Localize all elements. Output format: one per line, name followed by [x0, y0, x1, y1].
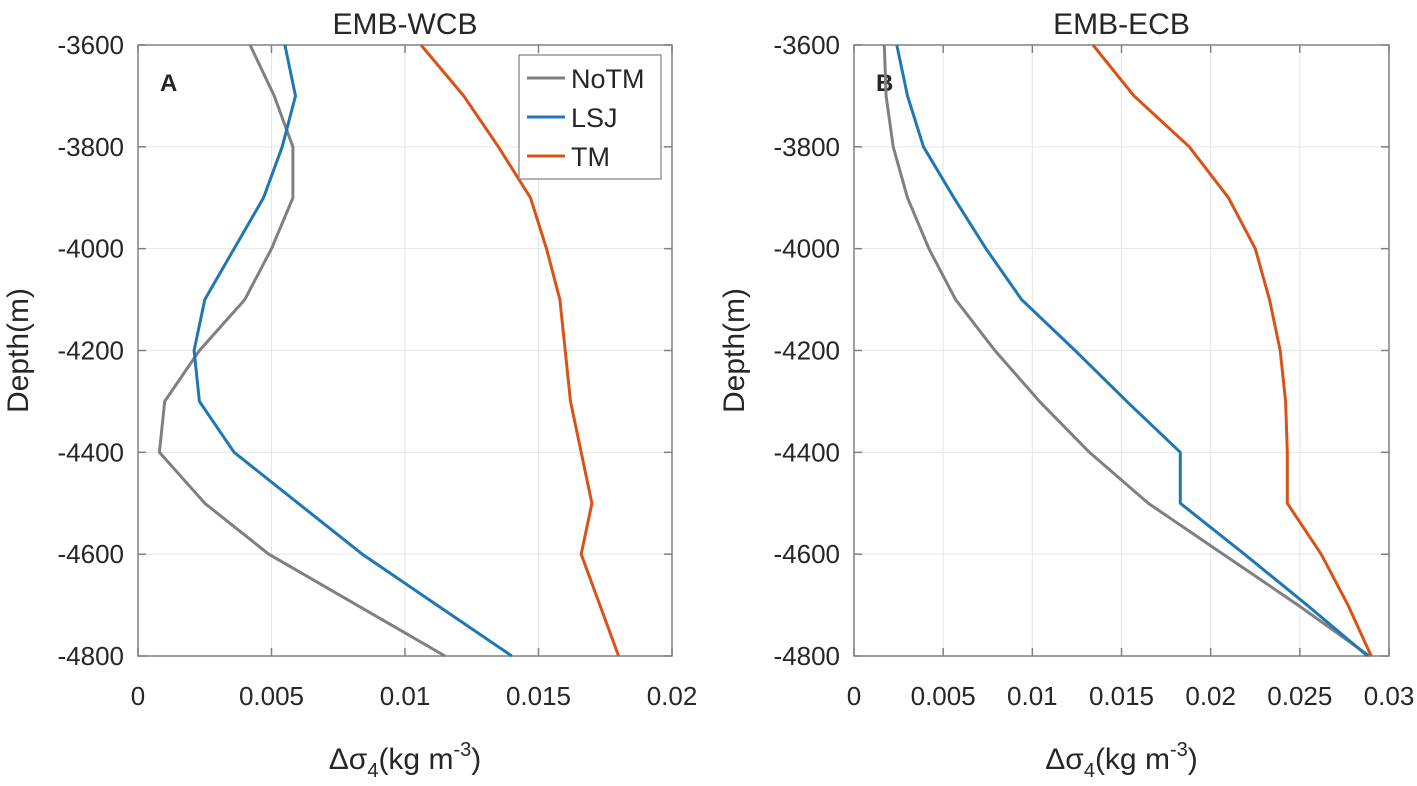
series-line-notm [882, 44, 1371, 658]
series-line-lsj [192, 44, 513, 658]
y-tick-label: -4000 [774, 234, 841, 264]
x-label-close: ) [1188, 743, 1198, 776]
x-tick-label: 0.005 [911, 681, 976, 711]
y-tick-label: -4000 [58, 234, 125, 264]
y-tick-label: -4800 [58, 641, 125, 671]
panel-a: 0 0.005 0.01 0.015 0.02 -3600 -3800 -4000 -4200 -… [2, 8, 697, 782]
x-axis-label: Δσ4(kg m-3) [329, 739, 481, 782]
x-label-symbol: Δσ [1045, 743, 1084, 776]
x-tick-label: 0.02 [1185, 681, 1236, 711]
x-tick-label: 0.02 [647, 681, 698, 711]
x-tick-label: 0.015 [506, 681, 571, 711]
legend-label-tm: TM [571, 142, 610, 172]
y-tick-label: -3600 [774, 30, 841, 60]
legend-label-lsj: LSJ [571, 103, 618, 133]
legend-label-notm: NoTM [571, 64, 645, 94]
x-tick-label: 0 [847, 681, 861, 711]
series-line-notm [157, 44, 446, 658]
y-tick-label: -3600 [58, 30, 125, 60]
y-tick-label: -4800 [774, 641, 841, 671]
x-label-units: (kg m [378, 743, 453, 776]
panel-b: 0 0.005 0.01 0.015 0.02 0.025 0.03 -3600 -3800 -4… [718, 8, 1414, 782]
y-tick-label: -4400 [58, 437, 125, 467]
y-axis-label: Depth(m) [2, 288, 35, 413]
series-line-lsj [895, 44, 1369, 658]
x-tick-label: 0.01 [380, 681, 431, 711]
x-label-units: (kg m [1095, 743, 1170, 776]
x-label-close: ) [471, 743, 481, 776]
y-axis-label: Depth(m) [718, 288, 751, 413]
y-tick-label: -4600 [58, 539, 125, 569]
y-tick-label: -4200 [774, 336, 841, 366]
x-label-superscript: -3 [1170, 739, 1188, 761]
y-tick-label: -4400 [774, 437, 841, 467]
x-tick-label: 0.005 [239, 681, 304, 711]
legend: NoTM LSJ TM [518, 54, 662, 180]
chart-title: EMB-ECB [1053, 8, 1190, 41]
x-tick-label: 0.025 [1267, 681, 1332, 711]
x-axis-label: Δσ4(kg m-3) [1045, 739, 1197, 782]
x-tick-label: 0.03 [1364, 681, 1415, 711]
y-tick-label: -3800 [58, 132, 125, 162]
series-line-tm [419, 44, 621, 657]
x-label-subscript: 4 [367, 760, 378, 782]
x-label-superscript: -3 [453, 739, 471, 761]
x-label-subscript: 4 [1084, 760, 1095, 782]
y-tick-label: -4600 [774, 539, 841, 569]
panel-label: A [160, 70, 177, 97]
series-line-tm [1091, 44, 1373, 657]
x-tick-label: 0 [131, 681, 145, 711]
y-tick-label: -3800 [774, 132, 841, 162]
x-tick-label: 0.015 [1089, 681, 1154, 711]
x-label-symbol: Δσ [329, 743, 368, 776]
y-tick-label: -4200 [58, 336, 125, 366]
chart-title: EMB-WCB [333, 8, 478, 41]
x-tick-label: 0.01 [1007, 681, 1058, 711]
